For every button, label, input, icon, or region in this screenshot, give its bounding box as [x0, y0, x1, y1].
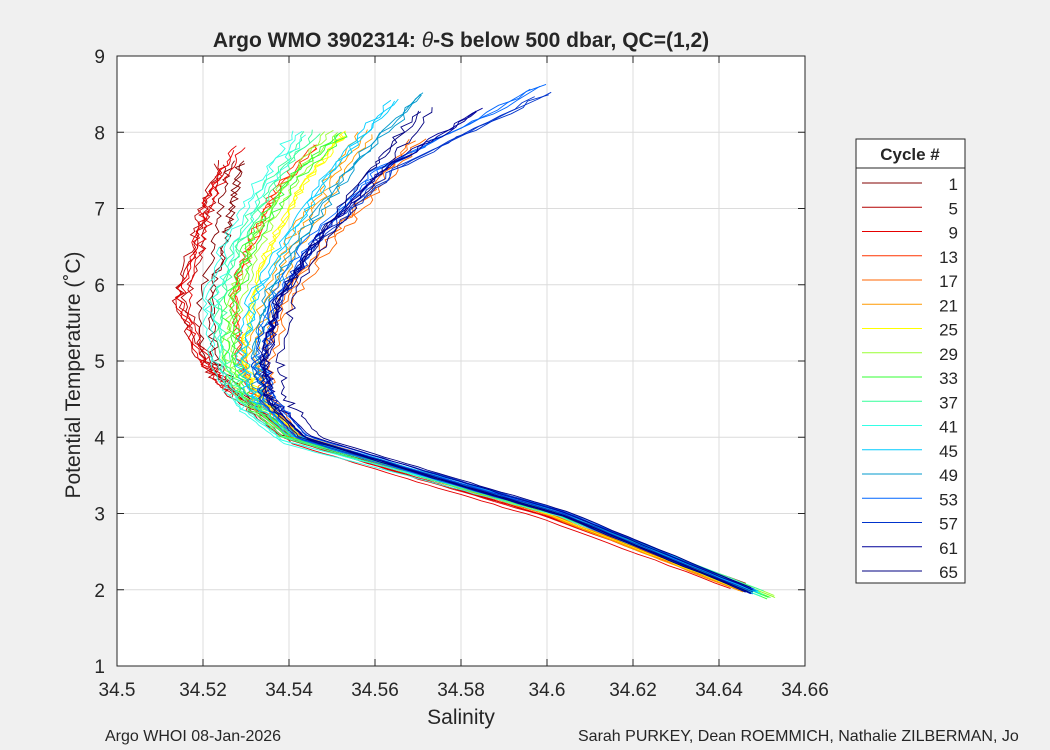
x-tick-label: 34.56	[351, 680, 399, 701]
profiles	[171, 83, 776, 600]
legend-label-17: 17	[939, 272, 958, 291]
legend-label-45: 45	[939, 442, 958, 461]
legend-label-37: 37	[939, 393, 958, 412]
x-axis-label: Salinity	[427, 706, 495, 729]
y-tick-label: 8	[94, 123, 105, 144]
x-tick-label: 34.5	[99, 680, 136, 701]
legend-label-33: 33	[939, 369, 958, 388]
y-tick-label: 1	[94, 657, 105, 678]
legend-label-49: 49	[939, 466, 958, 485]
legend-title: Cycle #	[880, 145, 940, 164]
legend-label-61: 61	[939, 539, 958, 558]
plot-frame	[116, 55, 806, 667]
y-tick-label: 5	[94, 352, 105, 373]
chart-title: Argo WMO 3902314: θ-S below 500 dbar, QC…	[213, 29, 709, 52]
x-tick-labels: 34.5 34.52 34.54 34.56 34.58 34.6 34.62 34.64 34…	[99, 680, 829, 701]
series-line-65	[275, 107, 752, 589]
x-tick-label: 34.6	[529, 680, 566, 701]
x-tick-label: 34.62	[609, 680, 657, 701]
legend-entries: 1 5 9 13 17 21 25 29 33 37 41 45 49 53 57 61 65	[862, 175, 958, 582]
legend-label-53: 53	[939, 490, 958, 509]
legend-label-29: 29	[939, 345, 958, 364]
footer-right: Sarah PURKEY, Dean ROEMMICH, Nathalie ZI…	[578, 728, 1019, 745]
x-tick-label: 34.66	[781, 680, 829, 701]
x-tick-label: 34.58	[437, 680, 485, 701]
y-tick-labels: 1 2 3 4 5 6 7 8 9	[94, 47, 105, 678]
x-tick-label: 34.52	[179, 680, 227, 701]
y-tick-label: 9	[94, 47, 105, 68]
y-tick-label: 7	[94, 200, 105, 221]
legend-label-1: 1	[949, 175, 958, 194]
y-tick-label: 6	[94, 276, 105, 297]
legend-label-13: 13	[939, 248, 958, 267]
legend-box	[855, 138, 966, 584]
series-line-65	[261, 110, 748, 592]
footer-left: Argo WHOI 08-Jan-2026	[105, 728, 281, 745]
legend-label-21: 21	[939, 296, 958, 315]
x-tick-label: 34.64	[695, 680, 743, 701]
legend-label-41: 41	[939, 418, 958, 437]
y-axis-label: Potential Temperature (˚C)	[62, 251, 85, 498]
legend-label-5: 5	[949, 199, 958, 218]
series-line-41	[211, 134, 762, 597]
legend-label-25: 25	[939, 321, 958, 340]
series-line-9	[175, 150, 731, 590]
y-tick-label: 4	[94, 428, 105, 449]
legend-label-57: 57	[939, 515, 958, 534]
x-tick-label: 34.54	[265, 680, 313, 701]
legend-label-9: 9	[949, 224, 958, 243]
y-tick-label: 3	[94, 505, 105, 526]
y-tick-label: 2	[94, 581, 105, 602]
legend: Cycle # 1 5 9 13 17 21 25 29 33 37 41 45 49 53 57 61 65	[855, 138, 966, 584]
legend-label-65: 65	[939, 563, 958, 582]
series-line-65	[258, 111, 746, 593]
